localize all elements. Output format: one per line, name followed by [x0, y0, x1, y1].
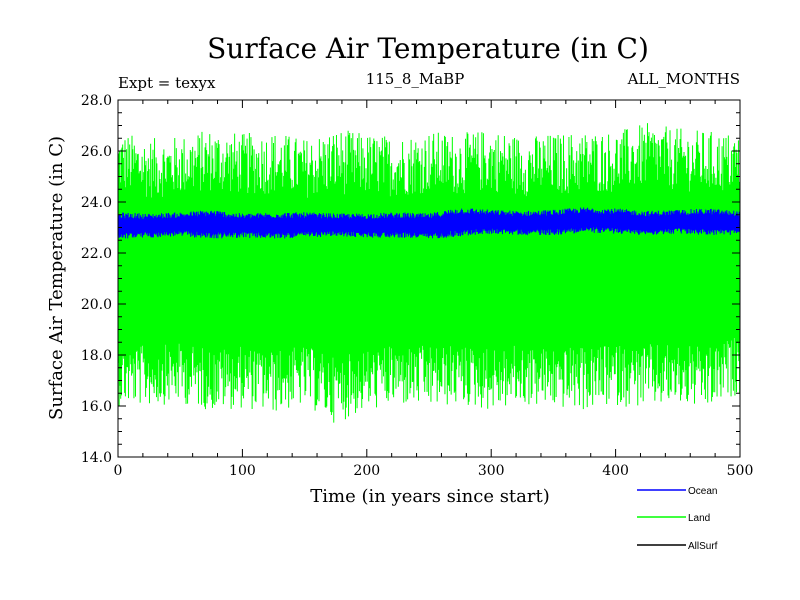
x-axis-label: Time (in years since start) — [310, 486, 550, 507]
axes: 0 100 200 300 400 500 14.0 16.0 18.0 20.0 22.0 24.0… — [81, 93, 754, 479]
y-tick-label: 24.0 — [81, 195, 112, 211]
y-tick-label: 20.0 — [81, 297, 112, 313]
period-label: 115_8_MaBP — [366, 70, 465, 88]
x-tick-label: 0 — [114, 463, 123, 479]
legend-label-land: Land — [688, 513, 710, 524]
plot-area — [117, 123, 741, 423]
chart-title: Surface Air Temperature (in C) — [207, 32, 649, 65]
y-axis-label: Surface Air Temperature (in C) — [46, 136, 67, 420]
legend-label-allsurf: AllSurf — [688, 541, 718, 552]
x-tick-label: 100 — [229, 463, 256, 479]
y-tick-label: 22.0 — [81, 246, 112, 262]
months-label: ALL_MONTHS — [627, 70, 740, 88]
y-tick-label: 28.0 — [81, 93, 112, 109]
series-ocean-line — [117, 207, 741, 239]
x-tick-label: 200 — [353, 463, 380, 479]
experiment-label: Expt = texyx — [118, 74, 216, 92]
x-tick-label: 300 — [478, 463, 505, 479]
y-tick-label: 16.0 — [81, 399, 112, 415]
x-tick-label: 400 — [602, 463, 629, 479]
x-tick-label: 500 — [727, 463, 754, 479]
y-tick-label: 26.0 — [81, 144, 112, 160]
legend: Ocean Land AllSurf — [637, 486, 718, 552]
y-tick-label: 18.0 — [81, 348, 112, 364]
series-land-line — [117, 123, 741, 423]
y-tick-label: 14.0 — [81, 450, 112, 466]
legend-label-ocean: Ocean — [688, 486, 717, 497]
